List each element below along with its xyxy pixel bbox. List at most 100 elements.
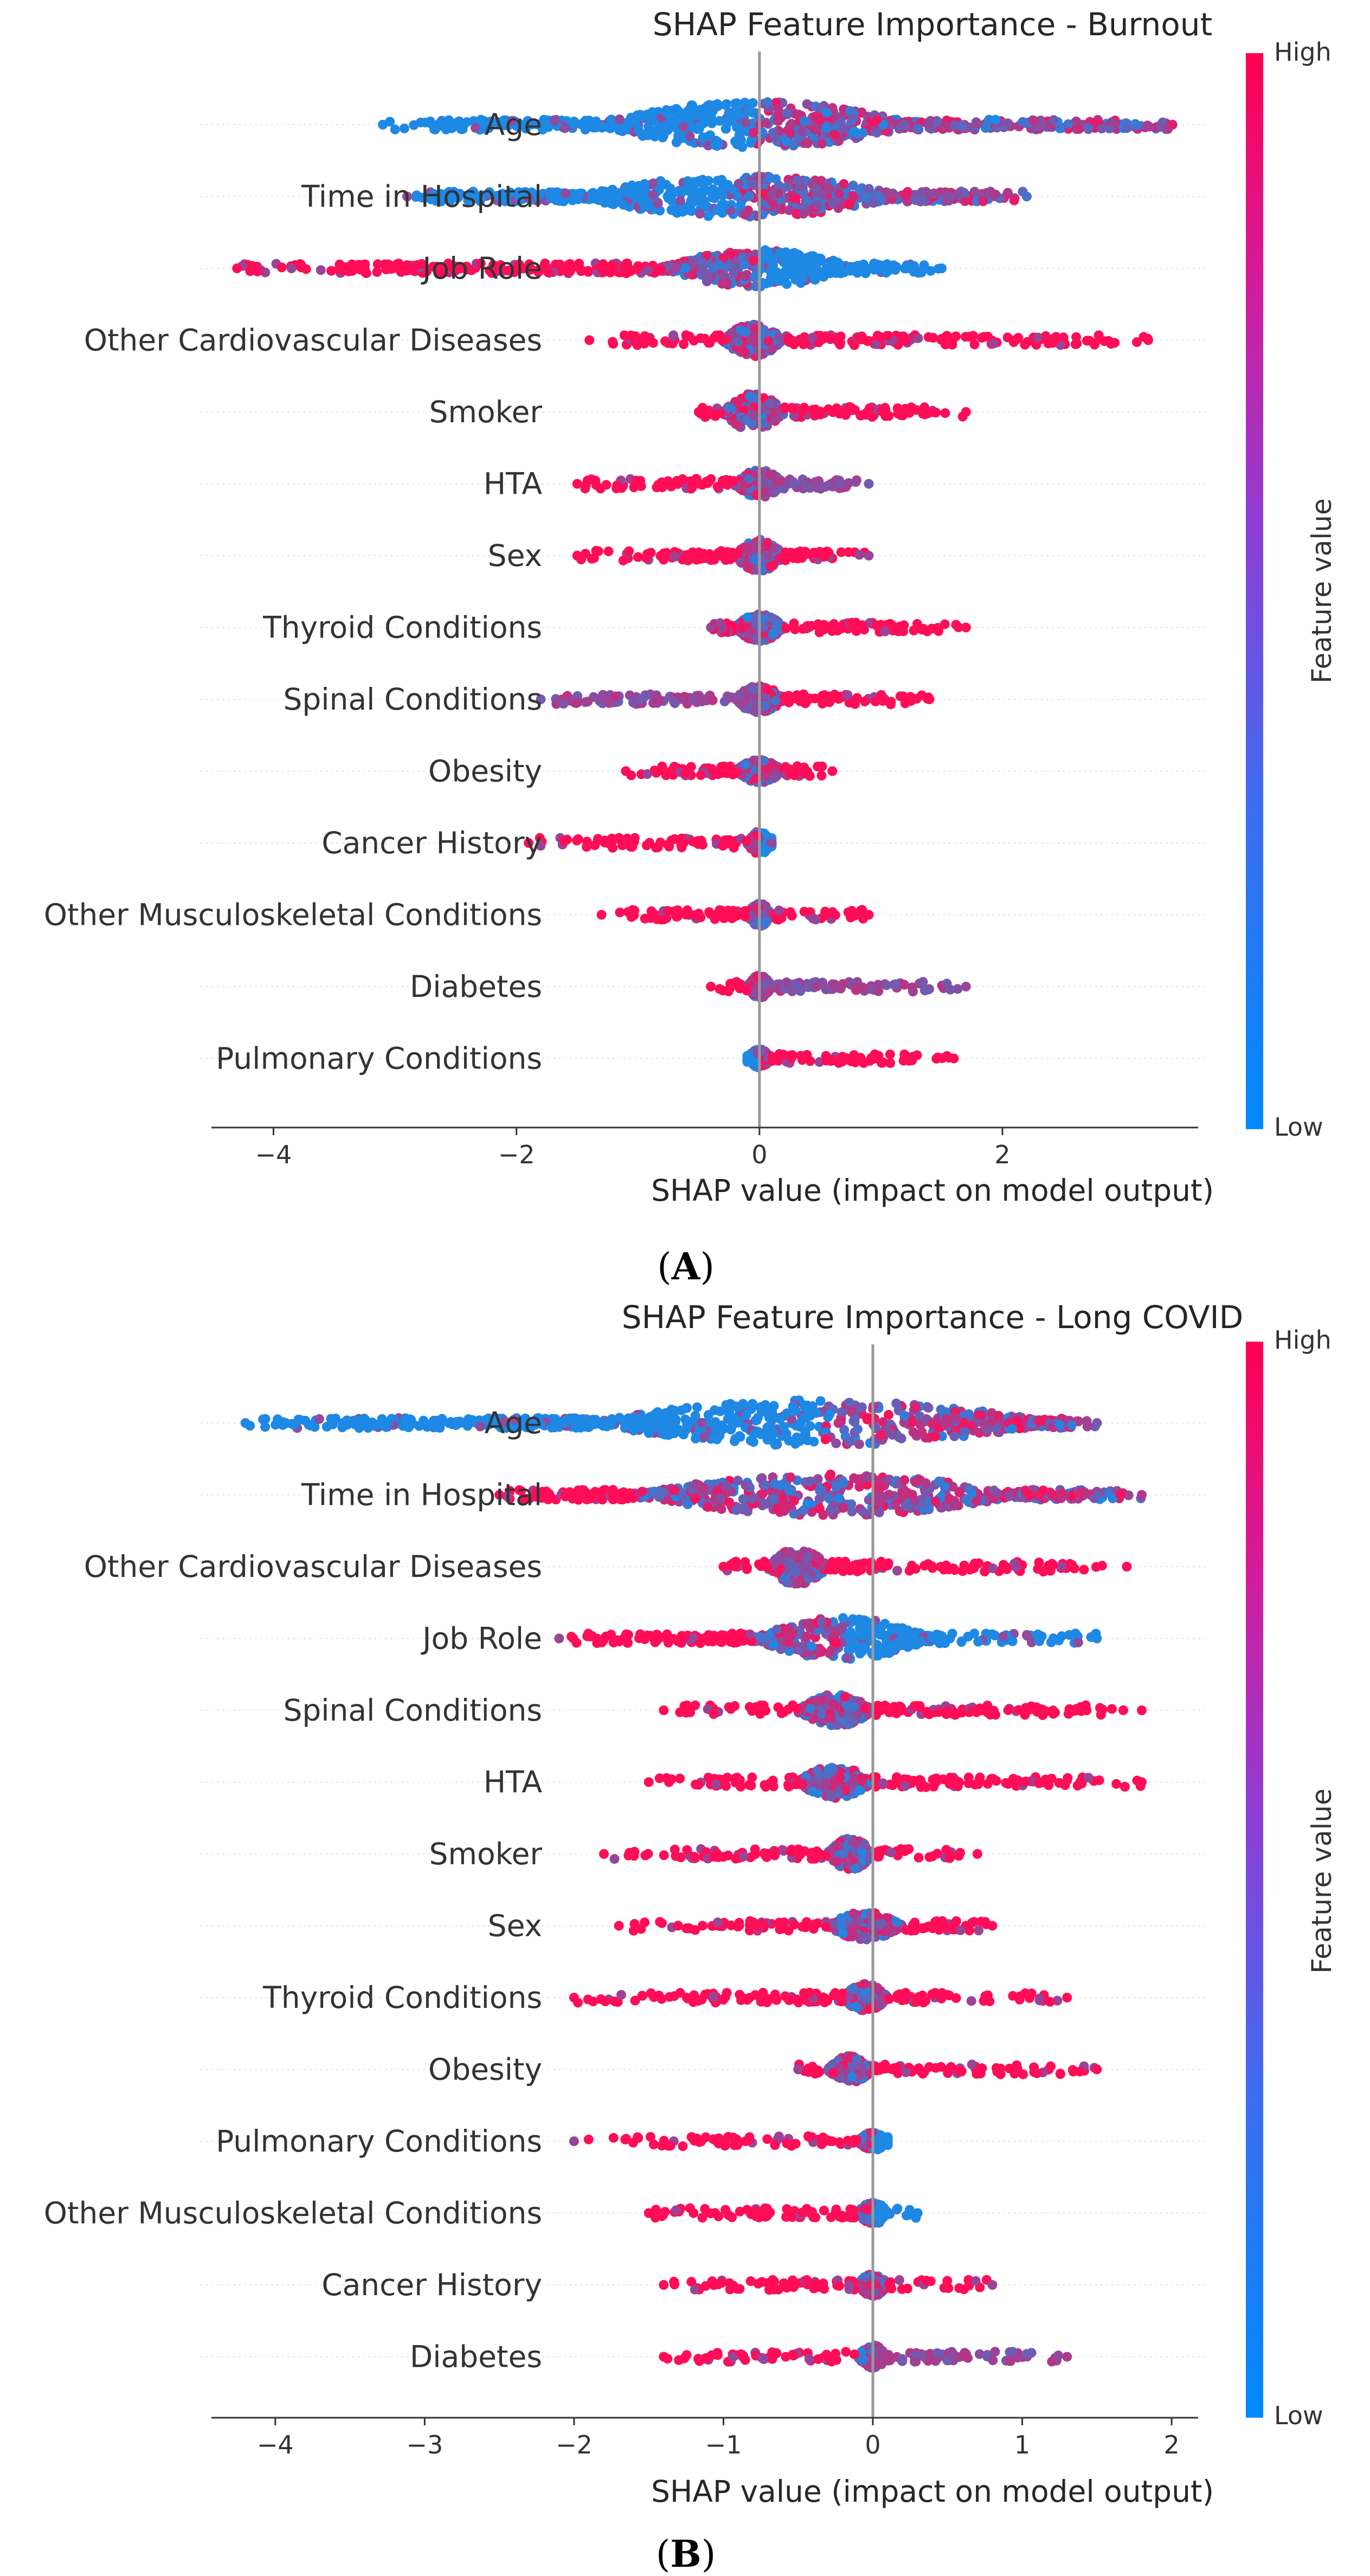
- shap-point: [792, 690, 802, 700]
- shap-point: [802, 99, 812, 110]
- shap-point: [711, 409, 722, 419]
- shap-point: [806, 621, 816, 631]
- shap-point: [904, 404, 914, 414]
- shap-point: [582, 475, 593, 486]
- shap-point: [882, 259, 892, 269]
- shap-point: [642, 549, 652, 559]
- shap-point: [624, 546, 634, 556]
- shap-point: [768, 261, 778, 271]
- shap-point: [827, 626, 837, 636]
- shap-point: [766, 470, 776, 480]
- shap-point: [815, 114, 825, 125]
- shap-point: [1029, 115, 1039, 126]
- shap-point: [525, 119, 535, 129]
- shap-point: [638, 197, 648, 208]
- shap-point: [972, 119, 982, 129]
- shap-point: [862, 407, 872, 417]
- shap-point: [648, 338, 658, 348]
- shap-point: [316, 265, 326, 275]
- shap-point: [961, 622, 971, 633]
- shap-point: [872, 127, 882, 138]
- shap-point: [813, 762, 823, 771]
- shap-point: [664, 122, 674, 132]
- shap-point: [693, 909, 704, 919]
- shap-point: [979, 332, 989, 342]
- shap-point: [659, 548, 669, 558]
- shap-point: [1099, 336, 1110, 346]
- shap-point: [704, 907, 714, 917]
- shap-point: [736, 699, 747, 709]
- shap-point: [698, 132, 708, 143]
- shap-point: [572, 479, 582, 489]
- shap-point: [601, 480, 612, 490]
- shap-point: [783, 125, 793, 136]
- shap-point: [812, 123, 822, 133]
- shap-point: [668, 331, 678, 342]
- shap-point: [583, 697, 593, 707]
- shap-point: [728, 906, 738, 916]
- shap-point: [828, 407, 838, 417]
- shap-point: [1097, 124, 1107, 134]
- shap-point: [613, 188, 623, 198]
- shap-point: [820, 481, 831, 492]
- shap-point: [886, 116, 896, 126]
- shap-point: [767, 838, 777, 848]
- shap-point: [1009, 195, 1019, 205]
- shap-point: [844, 199, 854, 210]
- shap-point: [815, 407, 825, 417]
- shap-point: [444, 119, 454, 128]
- shap-point: [990, 114, 1001, 125]
- shap-point: [673, 905, 683, 916]
- shap-point: [929, 407, 940, 417]
- shap-point: [686, 549, 697, 559]
- shap-point: [799, 339, 809, 350]
- shap-point: [766, 562, 776, 572]
- shap-point: [545, 193, 556, 203]
- shap-point: [854, 332, 864, 343]
- shap-point: [910, 265, 921, 275]
- shap-point: [621, 766, 631, 776]
- shap-point: [642, 769, 652, 779]
- shap-point: [1033, 332, 1043, 343]
- shap-point: [802, 196, 813, 207]
- shap-point: [734, 179, 744, 189]
- shap-point: [924, 694, 935, 704]
- shap-point: [748, 685, 758, 695]
- shap-point: [842, 690, 853, 700]
- shap-point: [740, 210, 750, 220]
- shap-point: [706, 622, 716, 633]
- shap-point: [717, 623, 728, 634]
- shap-point: [372, 267, 382, 277]
- shap-point: [425, 118, 435, 128]
- shap-point: [852, 268, 863, 278]
- shap-point: [1084, 336, 1095, 346]
- shap-point: [612, 483, 622, 493]
- shap-point: [685, 131, 695, 141]
- feature-points: [596, 899, 874, 931]
- shap-point: [697, 265, 707, 275]
- shap-point: [737, 623, 747, 634]
- shap-point: [802, 138, 813, 149]
- shap-point: [744, 191, 754, 201]
- shap-point: [872, 259, 883, 269]
- shap-point: [715, 260, 724, 271]
- beeswarm-points: [232, 97, 1178, 1072]
- shap-point: [459, 120, 469, 130]
- shap-point: [1083, 123, 1094, 133]
- shap-point: [689, 185, 699, 196]
- shap-point: [635, 475, 646, 486]
- shap-point: [570, 190, 581, 201]
- shap-point: [1071, 332, 1082, 342]
- shap-point: [703, 140, 713, 151]
- feature-points: [572, 466, 874, 502]
- shap-point: [749, 843, 760, 854]
- shap-point: [1107, 117, 1117, 127]
- shap-point: [819, 552, 829, 562]
- shap-point: [800, 693, 811, 704]
- shap-point: [762, 97, 773, 107]
- shap-point: [940, 619, 950, 629]
- shap-point: [716, 546, 726, 556]
- shap-point: [810, 477, 820, 487]
- shap-point: [719, 913, 729, 923]
